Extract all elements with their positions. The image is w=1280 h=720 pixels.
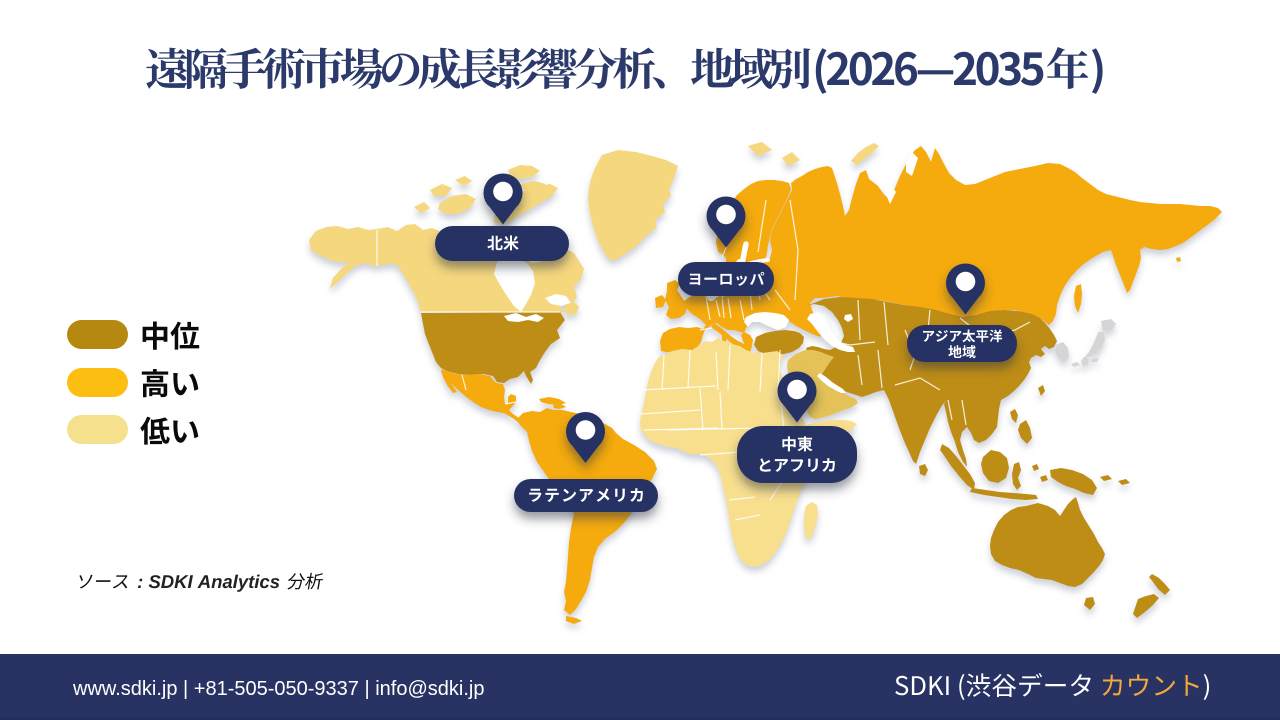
svg-text:www.sdki.jp | +81-505-050-9337: www.sdki.jp | +81-505-050-9337 | info@sd… xyxy=(72,678,484,700)
